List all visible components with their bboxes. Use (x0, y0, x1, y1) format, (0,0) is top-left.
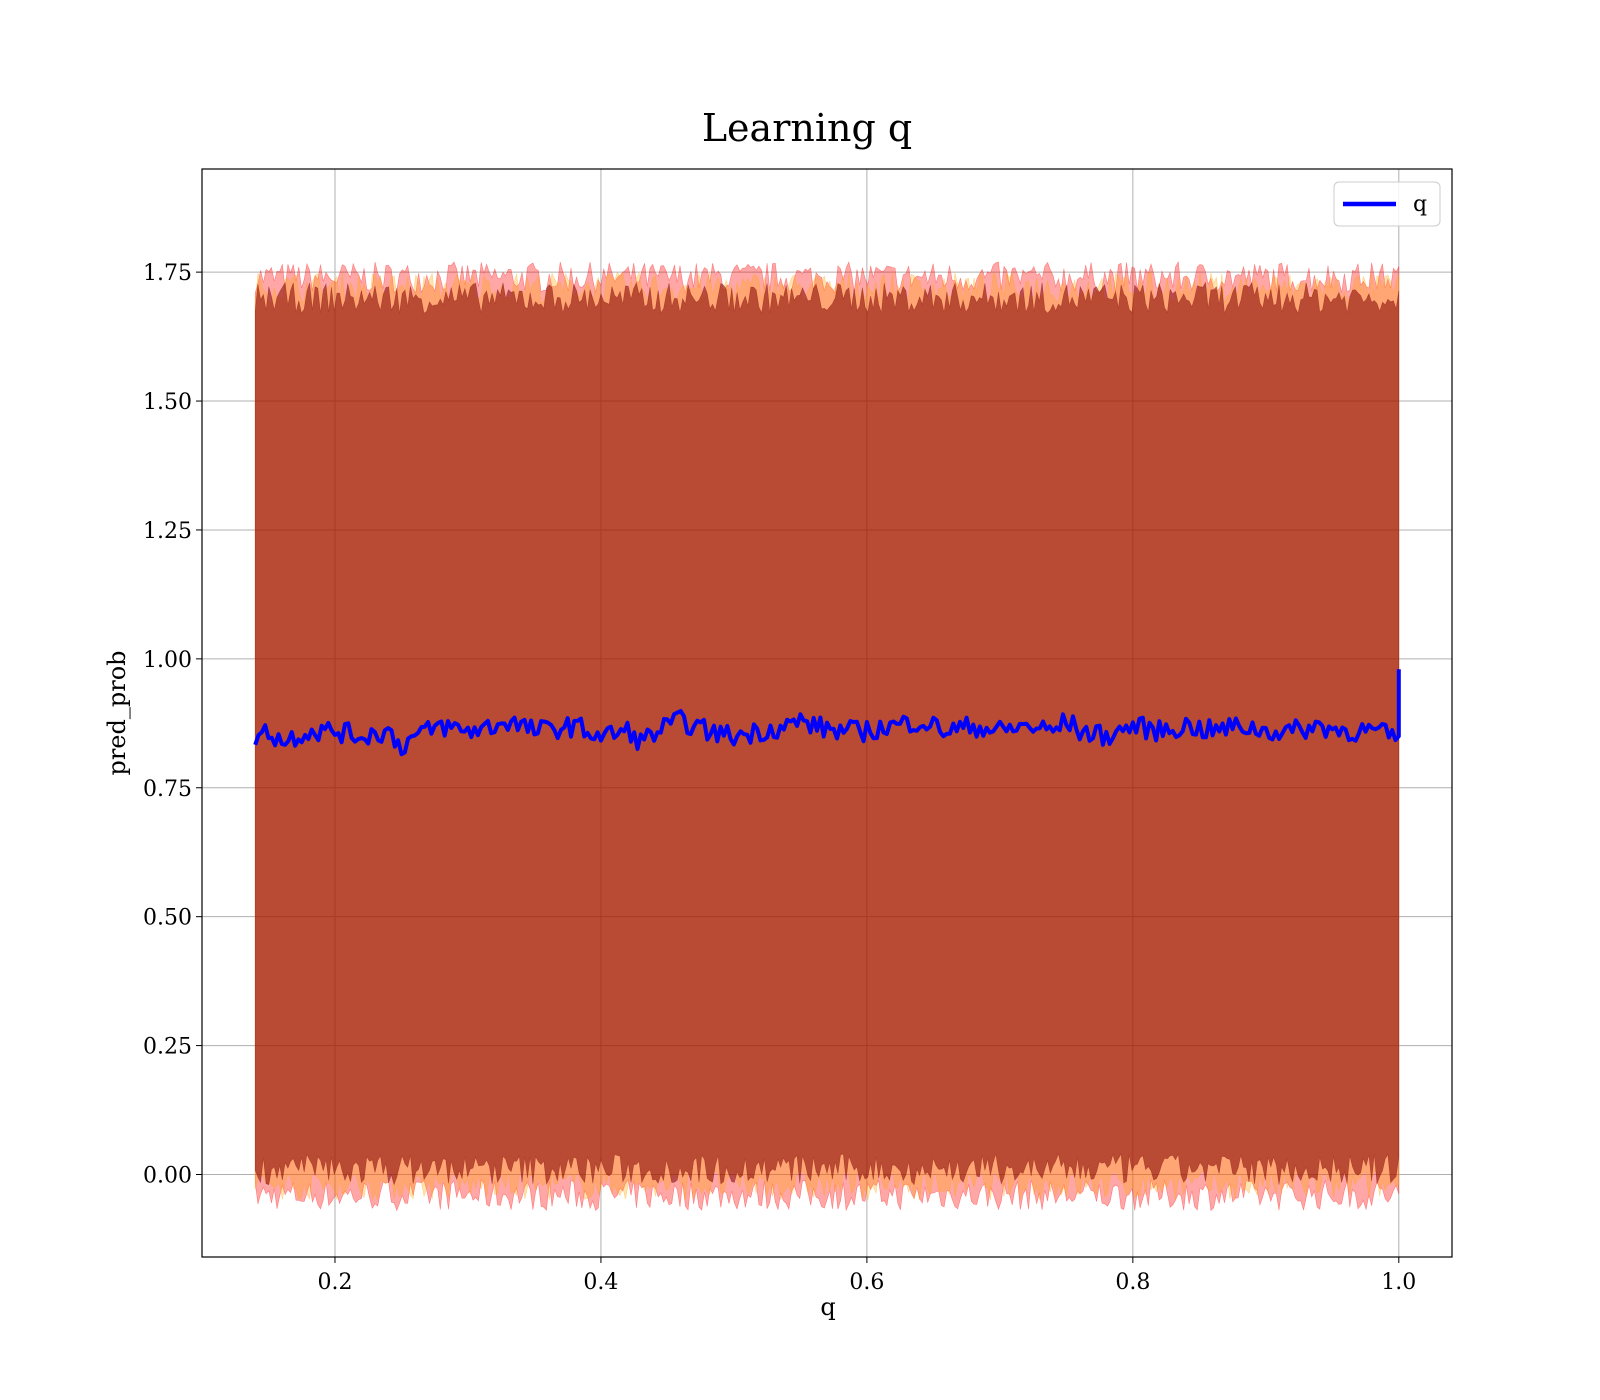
y-tick-label: 1.00 (143, 648, 192, 673)
confidence-bands (254, 260, 1400, 1212)
y-tick-label: 1.25 (143, 519, 192, 544)
y-tick-label: 1.50 (143, 390, 192, 415)
y-tick-label: 0.00 (143, 1163, 192, 1188)
x-tick-label: 0.8 (1115, 1270, 1150, 1295)
y-tick-label: 1.75 (143, 261, 192, 286)
y-tick-label: 0.50 (143, 906, 192, 931)
series-lines (253, 669, 1401, 757)
y-tick-label: 0.75 (143, 777, 192, 802)
x-tick-label: 0.4 (583, 1270, 618, 1295)
x-axis-label: q (820, 1293, 835, 1321)
x-tick-label: 0.6 (849, 1270, 884, 1295)
x-tick-label: 0.2 (317, 1270, 352, 1295)
confidence-band-2 (254, 281, 1400, 1186)
legend-label-q: q (1413, 192, 1427, 217)
y-axis-label: pred_prob (103, 650, 131, 775)
series-line-q (253, 669, 1401, 757)
legend: q (1333, 181, 1441, 227)
chart-title: Learning q (702, 106, 912, 150)
y-tick-label: 0.25 (143, 1035, 192, 1060)
x-tick-label: 1.0 (1381, 1270, 1416, 1295)
plot-frame (201, 168, 1453, 1258)
x-axis-ticks: 0.2 0.4 0.6 0.8 1.0 (317, 1257, 1416, 1295)
y-axis-ticks: 0.00 0.25 0.50 0.75 1.00 1.25 1.50 1.75 (143, 261, 202, 1188)
